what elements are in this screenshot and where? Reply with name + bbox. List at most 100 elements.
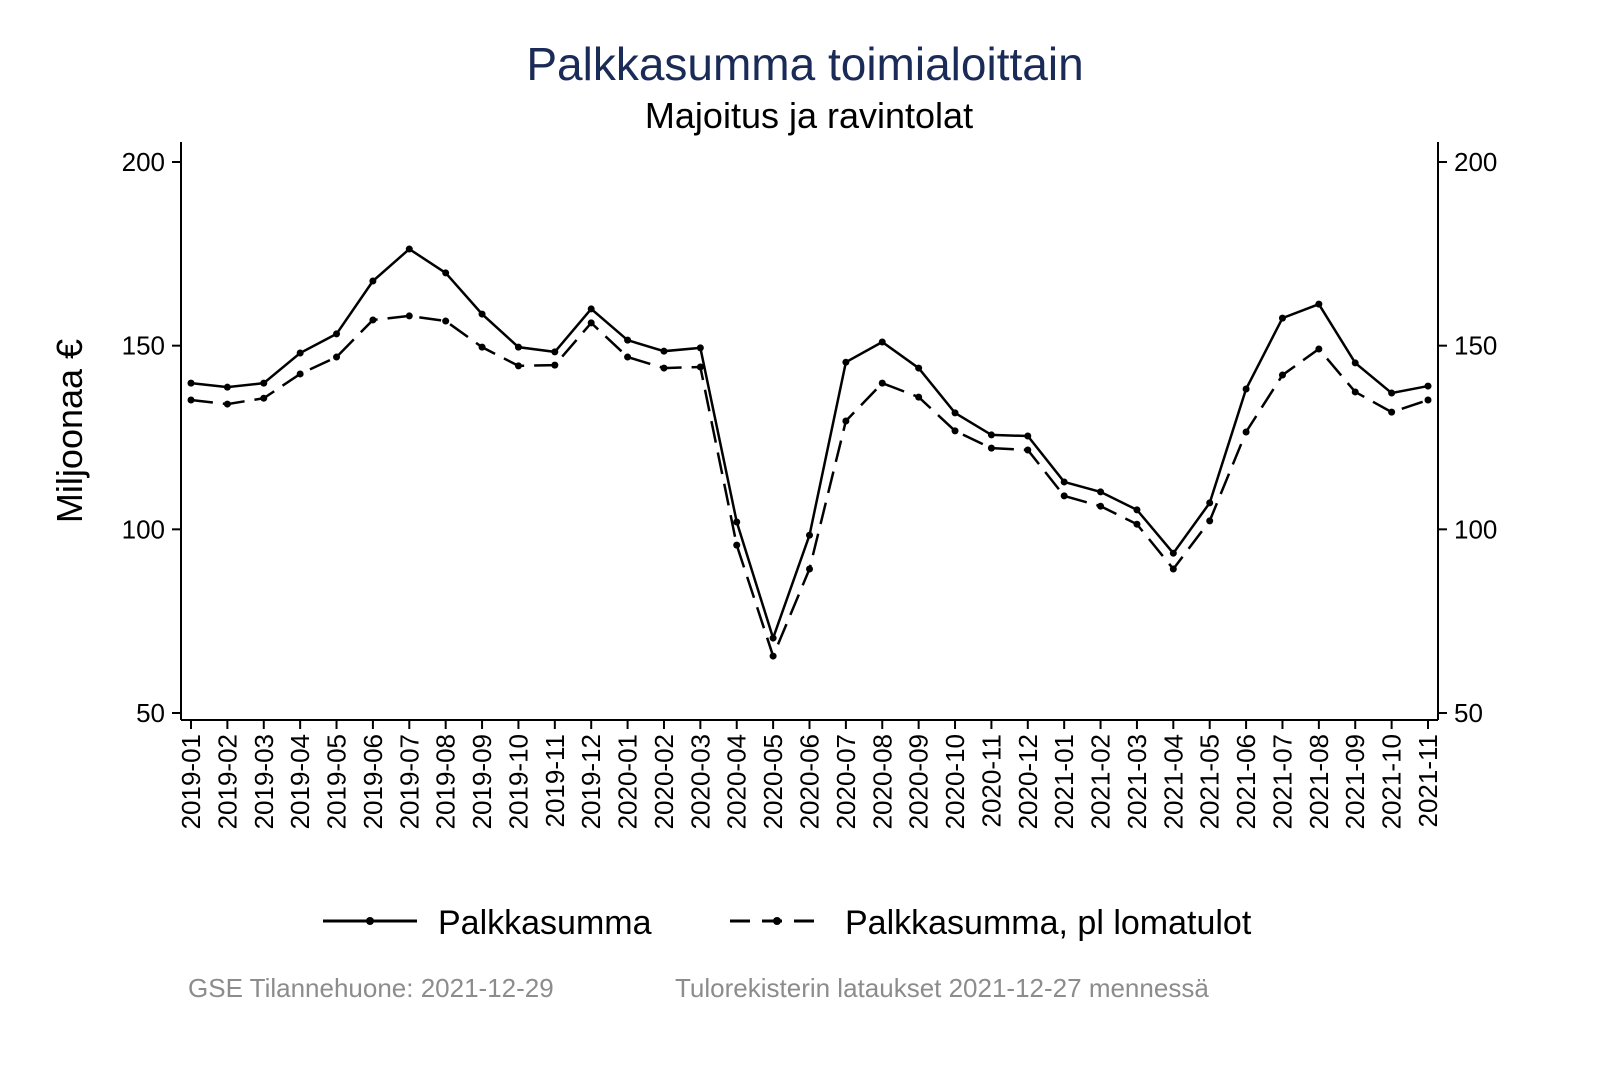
x-tick-label: 2019-04 [285,734,315,829]
x-tick-label: 2019-10 [503,734,533,829]
data-point-0 [369,277,377,285]
data-point-0 [1060,478,1068,486]
data-point-0 [624,336,632,344]
data-point-1 [1388,408,1396,416]
data-point-0 [1206,499,1214,507]
data-point-0 [1388,389,1396,397]
x-tick-label: 2019-05 [322,734,352,829]
data-point-0 [551,348,559,356]
data-point-0 [478,310,486,318]
data-point-0 [878,338,886,346]
x-tick-label: 2019-11 [540,734,570,828]
x-tick-label: 2020-01 [613,734,643,829]
data-point-1 [442,317,450,325]
x-tick-label: 2020-10 [940,734,970,829]
series-line-1 [190,314,1429,660]
y-tick-label-right: 200 [1454,147,1497,177]
data-point-1 [1315,345,1323,353]
x-tick-label: 2021-09 [1340,734,1370,829]
data-point-1 [1351,388,1359,396]
x-tick-label: 2020-07 [831,734,861,829]
data-point-1 [1242,428,1250,436]
x-tick-label: 2021-03 [1122,734,1152,829]
data-point-0 [187,379,195,387]
x-tick-label: 2020-09 [904,734,934,829]
x-tick-label: 2020-06 [795,734,825,829]
data-point-1 [405,312,413,320]
x-tick-label: 2020-12 [1013,734,1043,829]
data-point-0 [333,330,341,338]
data-point-1 [660,364,668,372]
y-tick-label-right: 50 [1454,698,1483,728]
data-point-1 [878,379,886,387]
legend-dashed-marker [773,917,781,925]
data-point-0 [915,364,923,372]
legend-label-pl-lomatulot: Palkkasumma, pl lomatulot [845,904,1252,942]
data-point-0 [442,269,450,277]
data-point-1 [1278,371,1286,379]
y-axis-label: Miljoonaa € [49,339,90,523]
data-point-1 [842,417,850,425]
data-point-0 [842,358,850,366]
x-tick-label: 2021-10 [1377,734,1407,829]
data-point-0 [405,245,413,253]
x-tick-label: 2021-07 [1267,734,1297,829]
x-tick-label: 2020-11 [976,734,1006,828]
data-point-0 [1097,488,1105,496]
data-point-0 [1242,385,1250,393]
y-tick-label-left: 50 [136,698,165,728]
x-tick-label: 2020-08 [867,734,897,829]
data-point-0 [1315,300,1323,308]
data-point-0 [514,343,522,351]
data-point-1 [624,353,632,361]
data-point-1 [696,363,704,371]
x-tick-label: 2019-12 [576,734,606,829]
data-point-1 [587,319,595,327]
data-point-1 [223,400,231,408]
data-point-1 [915,393,923,401]
x-tick-label: 2019-02 [212,734,242,829]
data-point-1 [806,565,813,573]
x-tick-label: 2021-06 [1231,734,1261,829]
data-point-0 [296,349,304,357]
data-point-0 [1169,549,1177,557]
data-point-1 [733,541,741,549]
footer-left: GSE Tilannehuone: 2021-12-29 [188,973,554,1003]
x-tick-label: 2020-04 [722,734,752,829]
y-tick-label-left: 200 [122,147,165,177]
x-tick-label: 2020-05 [758,734,788,829]
x-tick-label: 2019-03 [249,734,279,829]
data-point-0 [1133,506,1141,514]
x-tick-label: 2021-01 [1049,734,1079,829]
x-tick-label: 2020-03 [685,734,715,829]
x-tick-label: 2021-05 [1195,734,1225,829]
x-tick-label: 2019-01 [176,734,206,829]
data-point-0 [660,347,668,355]
data-point-0 [951,409,959,417]
x-tick-label: 2021-08 [1304,734,1334,829]
data-point-0 [1351,359,1359,367]
data-point-0 [733,518,741,526]
footer-right: Tulorekisterin lataukset 2021-12-27 menn… [675,973,1209,1003]
y-tick-label-right: 100 [1454,514,1497,544]
data-point-1 [333,353,341,361]
data-point-1 [187,396,195,404]
data-point-0 [587,305,595,313]
data-point-0 [696,344,704,352]
data-point-1 [1133,520,1141,528]
data-point-0 [806,531,813,539]
x-tick-label: 2021-11 [1413,734,1443,828]
data-point-0 [1424,382,1432,390]
x-tick-label: 2019-09 [467,734,497,829]
data-point-1 [987,444,995,452]
data-point-1 [1060,492,1068,500]
x-tick-label: 2021-04 [1158,734,1188,829]
data-point-1 [296,370,304,378]
data-point-1 [1206,517,1214,525]
data-point-0 [769,634,777,642]
legend: Palkkasumma Palkkasumma, pl lomatulot [323,904,1252,942]
data-point-1 [769,652,777,660]
data-point-0 [987,431,995,439]
y-tick-label-left: 150 [122,331,165,361]
